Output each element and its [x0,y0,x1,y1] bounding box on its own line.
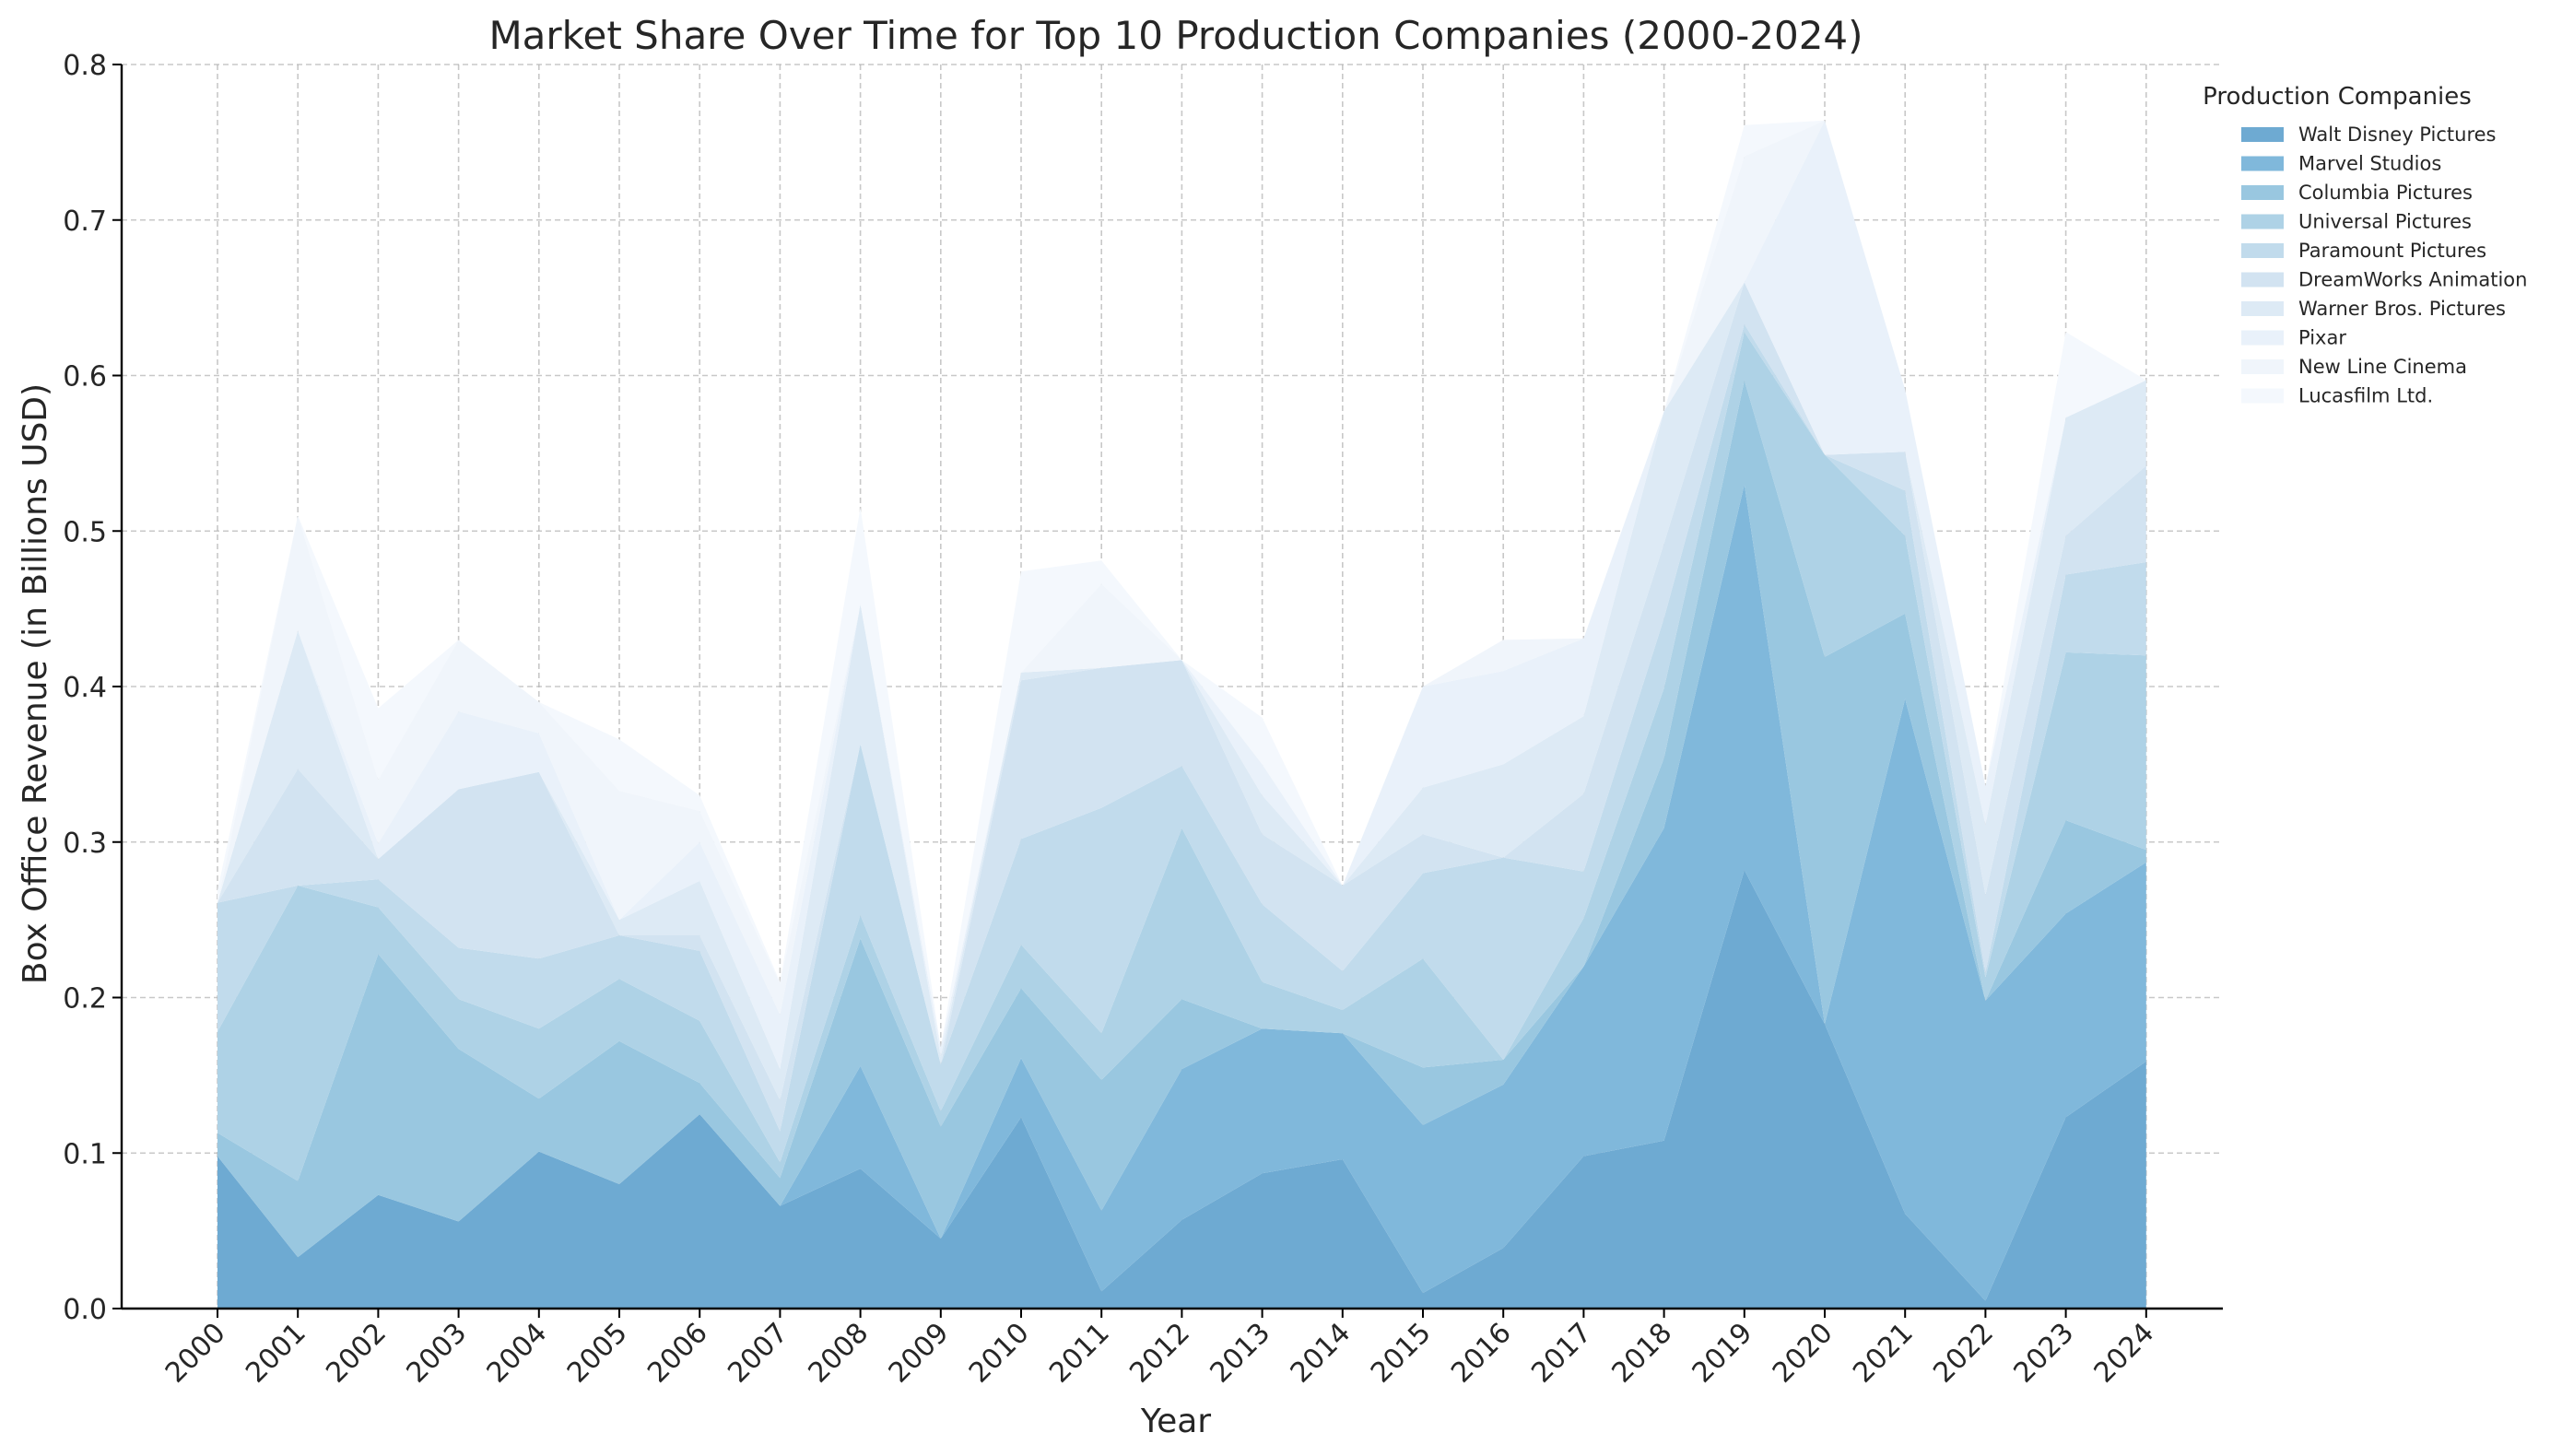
y-tick-label: 0.8 [63,50,107,82]
x-tick-label: 2019 [1686,1317,1759,1390]
legend-item: DreamWorks Animation [2241,269,2527,291]
legend-label: Paramount Pictures [2298,240,2486,262]
x-tick-label: 2016 [1445,1317,1518,1390]
legend-swatch [2241,127,2284,142]
y-tick-label: 0.1 [63,1138,107,1170]
area-series-0 [217,870,2146,1309]
x-tick-label: 2008 [803,1317,876,1390]
legend-swatch [2241,272,2284,288]
legend-swatch [2241,214,2284,229]
legend-label: Walt Disney Pictures [2298,123,2496,146]
legend-label: DreamWorks Animation [2298,269,2527,291]
legend-label: Warner Bros. Pictures [2298,298,2506,320]
legend: Production Companies Walt Disney Picture… [2203,83,2527,407]
legend-swatch [2241,156,2284,171]
legend-label: Marvel Studios [2298,153,2441,175]
y-tick-label: 0.4 [63,672,107,704]
x-tick-label: 2015 [1365,1317,1438,1390]
x-tick-label: 2007 [722,1317,794,1390]
area-series-6 [217,282,2146,1100]
area-series-4 [217,323,2146,1163]
legend-item: Paramount Pictures [2241,240,2486,262]
y-axis-label: Box Office Revenue (in Billions USD) [17,383,54,984]
y-tick-label: 0.6 [63,361,107,393]
y-tick-label: 0.5 [63,516,107,548]
area-series-2 [217,380,2146,1258]
x-tick-label: 2004 [481,1317,554,1390]
x-tick-label: 2003 [401,1317,474,1390]
legend-swatch [2241,301,2284,316]
x-tick-label: 2014 [1285,1317,1357,1390]
legend-item: Marvel Studios [2241,153,2441,175]
x-tick-label: 2000 [159,1317,232,1390]
area-series-1 [217,484,2146,1301]
x-axis-label: Year [1140,1403,1211,1440]
x-tick-label: 2010 [963,1317,1036,1390]
area-series-8 [217,120,2146,1048]
x-tick-label: 2018 [1606,1317,1679,1390]
legend-item: Pixar [2241,327,2346,349]
x-ticks: 2000 2001 2002 2003 2004 2005 2006 2007 2008 2009… [159,1309,2161,1390]
x-tick-label: 2013 [1205,1317,1277,1390]
chart-title: Market Share Over Time for Top 10 Produc… [488,13,1863,58]
legend-label: Columbia Pictures [2298,182,2473,204]
legend-item: Universal Pictures [2241,211,2472,233]
x-tick-label: 2009 [883,1317,956,1390]
x-tick-label: 2024 [2088,1317,2161,1390]
legend-swatch [2241,243,2284,258]
x-tick-label: 2017 [1525,1317,1598,1390]
x-tick-label: 2006 [641,1317,714,1390]
legend-swatch [2241,185,2284,200]
legend-title: Production Companies [2203,83,2472,111]
y-ticks: 0.0 0.1 0.2 0.3 0.4 0.5 0.6 0.7 0.8 [63,50,122,1326]
x-tick-label: 2001 [240,1317,312,1390]
x-tick-label: 2020 [1767,1317,1839,1390]
x-tick-label: 2021 [1847,1317,1920,1390]
x-tick-label: 2022 [1927,1317,2000,1390]
legend-swatch [2241,388,2284,404]
area-series [217,120,2146,1309]
legend-label: Pixar [2298,327,2346,349]
legend-label: Universal Pictures [2298,211,2472,233]
x-tick-label: 2002 [320,1317,393,1390]
legend-item: Lucasfilm Ltd. [2241,385,2433,407]
y-tick-label: 0.0 [63,1294,107,1326]
legend-item: Columbia Pictures [2241,182,2473,204]
x-tick-label: 2012 [1123,1317,1196,1390]
legend-swatch [2241,359,2284,374]
legend-label: New Line Cinema [2298,356,2467,378]
x-tick-label: 2023 [2008,1317,2081,1390]
x-tick-label: 2011 [1043,1317,1116,1390]
legend-swatch [2241,330,2284,346]
legend-item: New Line Cinema [2241,356,2467,378]
area-series-5 [217,282,2146,1132]
legend-label: Lucasfilm Ltd. [2298,385,2433,407]
y-tick-label: 0.7 [63,205,107,238]
y-tick-label: 0.2 [63,983,107,1016]
x-tick-label: 2005 [561,1317,634,1390]
legend-item: Warner Bros. Pictures [2241,298,2506,320]
legend-item: Walt Disney Pictures [2241,123,2496,146]
y-tick-label: 0.3 [63,828,107,860]
